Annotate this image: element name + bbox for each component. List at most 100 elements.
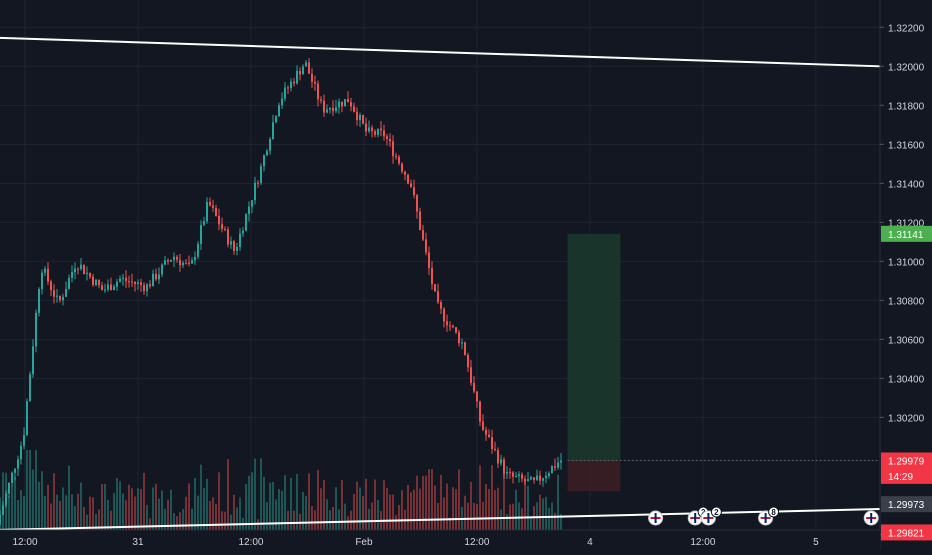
volume-bar xyxy=(437,503,439,530)
candle-up xyxy=(305,62,307,67)
volume-bar xyxy=(557,474,559,530)
candle-down xyxy=(89,272,91,277)
candle-down xyxy=(404,171,406,175)
price-tick-label: 1.30600 xyxy=(888,335,925,346)
volume-bar xyxy=(251,472,253,530)
candle-up xyxy=(236,246,238,251)
candle-down xyxy=(401,163,403,172)
volume-bar xyxy=(137,488,139,530)
candle-up xyxy=(152,273,154,287)
volume-bar xyxy=(455,489,457,530)
volume-bar xyxy=(446,483,448,530)
uk-flag-icon[interactable] xyxy=(648,510,664,526)
candle-down xyxy=(383,130,385,137)
volume-bar xyxy=(443,497,445,530)
volume-bar xyxy=(365,478,367,530)
volume-bar xyxy=(263,476,265,530)
candle-down xyxy=(440,302,442,309)
volume-bar xyxy=(224,511,226,530)
volume-bar xyxy=(128,484,130,530)
candle-down xyxy=(488,434,490,438)
volume-bar xyxy=(518,502,520,530)
us-flag-icon[interactable]: 8 xyxy=(758,506,780,526)
volume-bar xyxy=(107,499,109,530)
volume-bar xyxy=(401,490,403,530)
candle-down xyxy=(185,262,187,264)
candle-down xyxy=(143,285,145,292)
candle-down xyxy=(83,264,85,274)
volume-bar xyxy=(272,482,274,530)
candle-up xyxy=(23,434,25,446)
volume-bar xyxy=(548,507,550,530)
candle-down xyxy=(443,308,445,322)
candle-down xyxy=(398,156,400,164)
uk-flag-icon[interactable] xyxy=(863,510,879,526)
candle-up xyxy=(200,225,202,244)
volume-bar xyxy=(56,494,58,530)
volume-bar xyxy=(506,514,508,530)
volume-bar xyxy=(302,491,304,530)
event-count-text: 2 xyxy=(714,508,719,517)
candle-down xyxy=(509,471,511,473)
candle-down xyxy=(92,276,94,286)
us-flag-icon[interactable]: 2 xyxy=(700,506,722,526)
price-label-text: 1.29973 xyxy=(888,500,925,511)
time-axis xyxy=(0,530,880,550)
candle-up xyxy=(551,466,553,474)
volume-bar xyxy=(338,509,340,530)
candle-up xyxy=(56,295,58,297)
volume-bar xyxy=(92,497,94,530)
candle-up xyxy=(0,514,1,525)
volume-bar xyxy=(14,476,16,530)
candle-down xyxy=(437,291,439,303)
candle-up xyxy=(500,459,502,464)
candle-down xyxy=(476,391,478,402)
candle-up xyxy=(515,476,517,478)
volume-bar xyxy=(542,498,544,530)
candle-down xyxy=(77,268,79,270)
candle-up xyxy=(278,105,280,117)
volume-bar xyxy=(95,514,97,530)
volume-bar xyxy=(143,472,145,530)
volume-bar xyxy=(368,508,370,530)
volume-bar xyxy=(290,477,292,530)
volume-bar xyxy=(431,469,433,530)
candle-up xyxy=(251,200,253,207)
candle-up xyxy=(263,155,265,167)
trendlines-layer[interactable] xyxy=(0,36,881,531)
volume-bar xyxy=(260,458,262,530)
candle-down xyxy=(410,183,412,188)
volume-bar xyxy=(266,502,268,530)
candle-up xyxy=(38,289,40,313)
target-zone xyxy=(567,233,621,461)
candle-up xyxy=(35,312,37,347)
price-tick-label: 1.32000 xyxy=(888,62,925,73)
volume-bar xyxy=(503,471,505,530)
volume-bar xyxy=(539,494,541,530)
volume-bar xyxy=(287,510,289,530)
volume-bar xyxy=(452,487,454,530)
volume-bar xyxy=(362,495,364,530)
candle-up xyxy=(2,505,4,515)
volume-bar xyxy=(194,478,196,530)
candle-down xyxy=(356,111,358,121)
candle-up xyxy=(254,182,256,201)
volume-bar xyxy=(53,473,55,530)
volume-bar xyxy=(104,483,106,530)
price-tick-label: 1.30800 xyxy=(888,296,925,307)
price-label-text: 1.31141 xyxy=(888,230,924,241)
position-tool[interactable] xyxy=(567,233,880,492)
candle-up xyxy=(542,478,544,481)
candle-down xyxy=(179,259,181,266)
volume-bar xyxy=(491,465,493,530)
volume-bar xyxy=(131,488,133,530)
candle-down xyxy=(521,474,523,479)
volume-bar xyxy=(254,458,256,530)
volume-bar xyxy=(68,465,70,530)
volume-bar xyxy=(185,496,187,530)
price-label-text: 1.29821 xyxy=(888,528,925,539)
volume-bar xyxy=(515,489,517,530)
